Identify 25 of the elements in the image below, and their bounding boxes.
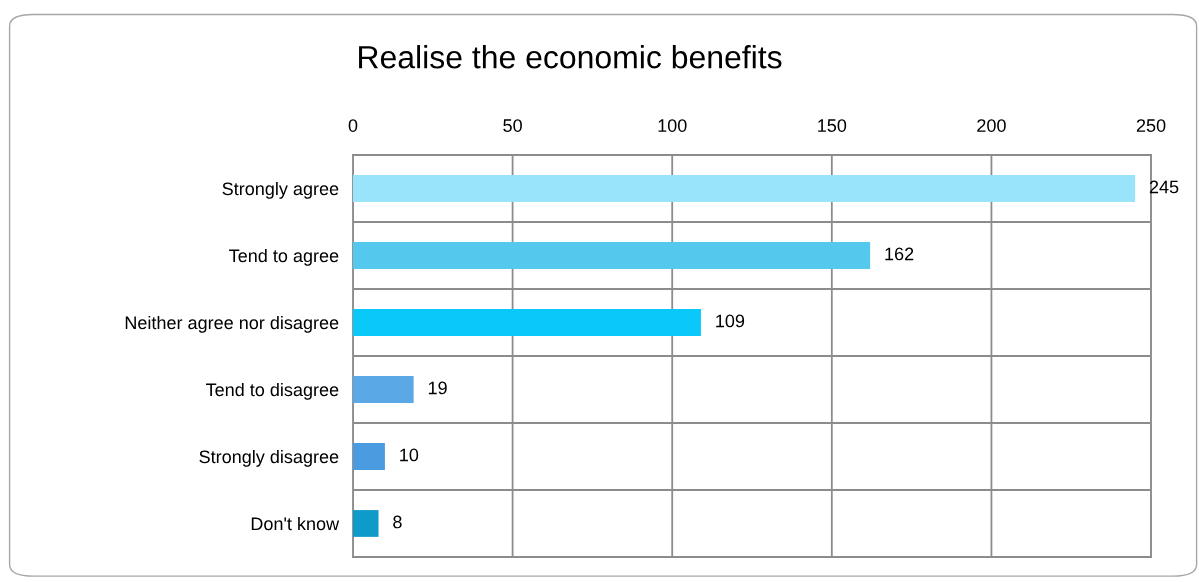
bar: [352, 376, 414, 403]
x-tick-label: 150: [818, 119, 847, 132]
data-label: 245: [1149, 180, 1179, 194]
data-label: 162: [885, 247, 914, 261]
y-tick-label: Strongly disagree: [199, 449, 339, 467]
data-label: 10: [400, 448, 419, 462]
data-label: 8: [393, 515, 402, 529]
y-tick-label: Tend to disagree: [206, 382, 339, 400]
data-label: 19: [428, 381, 447, 395]
x-tick-label: 200: [977, 119, 1006, 132]
x-tick-label: 50: [503, 119, 522, 132]
chart-title: Realise the economic benefits: [359, 45, 782, 69]
data-label: 109: [716, 314, 745, 328]
bar: [352, 309, 701, 336]
bar: [352, 510, 379, 537]
x-tick-label: 0: [348, 119, 358, 132]
y-tick-label: Don't know: [251, 516, 340, 531]
x-tick-label: 100: [658, 119, 687, 132]
x-tick-label: 250: [1136, 119, 1166, 132]
bar: [352, 242, 871, 269]
y-tick-label: Tend to agree: [229, 248, 339, 266]
bar: [352, 443, 385, 470]
bar: [352, 175, 1136, 202]
y-tick-label: Strongly agree: [222, 181, 339, 199]
y-tick-label: Neither agree nor disagree: [125, 315, 339, 333]
